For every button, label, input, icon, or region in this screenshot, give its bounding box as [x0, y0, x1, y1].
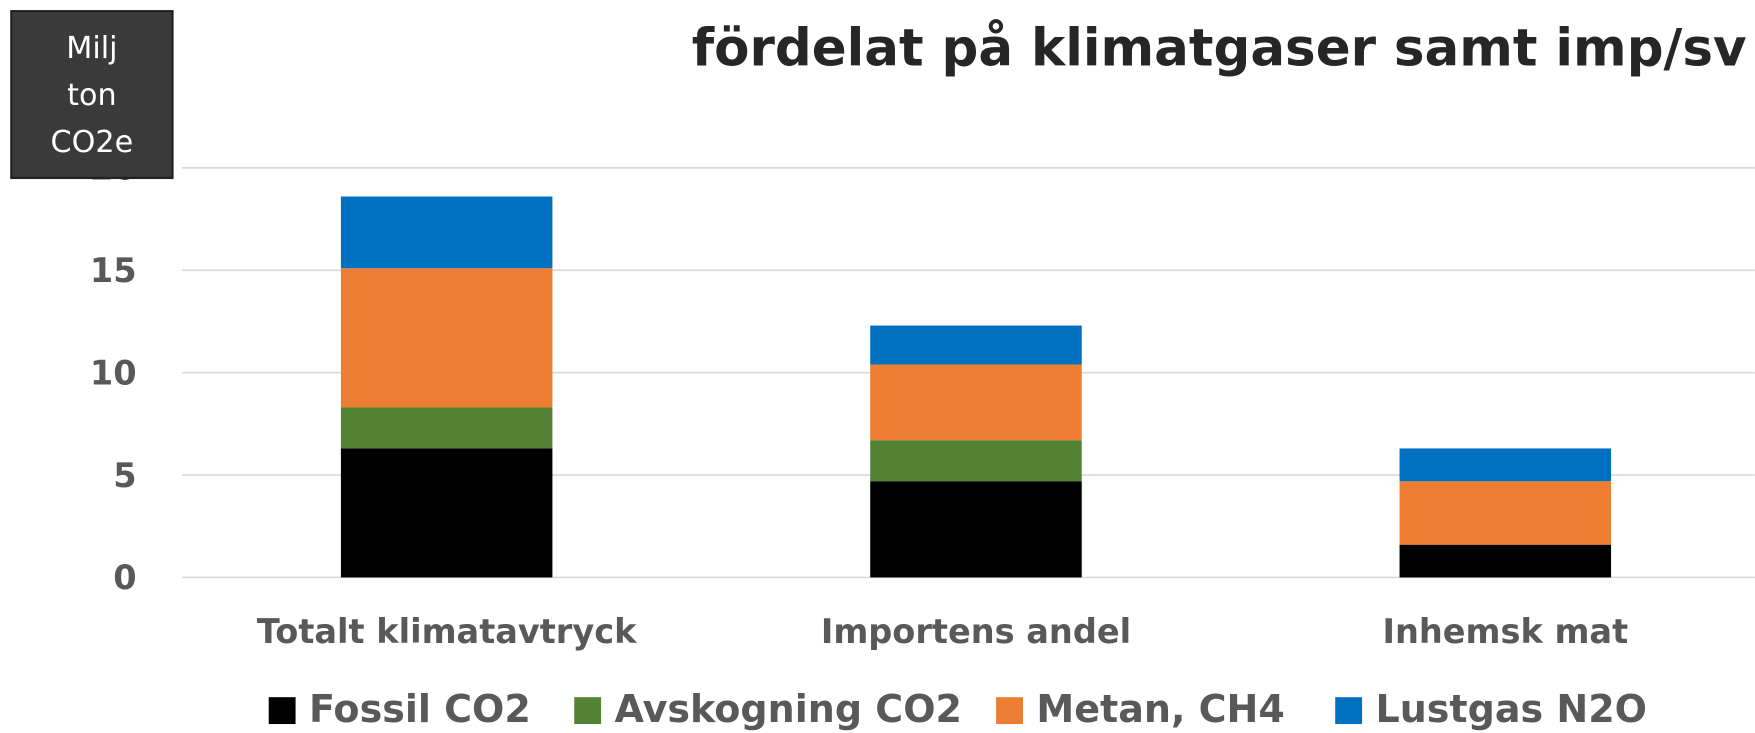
y-label-box	[10, 10, 174, 180]
legend-swatch	[574, 697, 602, 725]
y-label: Milj ton CO2e	[51, 31, 134, 160]
bar-segment	[1399, 544, 1612, 578]
bar-segment	[870, 440, 1082, 482]
legend-swatch	[996, 697, 1023, 725]
bar-segment	[870, 325, 1082, 365]
bar-segment	[340, 268, 553, 408]
bar-segment	[870, 481, 1082, 578]
y-tick-label: 15	[90, 251, 137, 290]
legend-swatch	[268, 697, 296, 725]
y-tick-label: 0	[113, 558, 136, 597]
y-label-line: Milj	[66, 31, 117, 66]
legend-label: Avskogning CO2	[615, 687, 962, 731]
y-tick-label: 10	[90, 353, 137, 392]
x-tick-label: Inhemsk mat	[1382, 612, 1628, 651]
bar-segment	[1399, 448, 1612, 482]
legend-label: Fossil CO2	[309, 687, 531, 731]
chart-title: fördelat på klimatgaser samt imp/sv	[692, 18, 1747, 78]
bar-segment	[870, 364, 1082, 441]
legend-label: Lustgas N2O	[1375, 687, 1647, 731]
bar-segment	[340, 196, 553, 269]
bar-segment	[1399, 481, 1612, 545]
y-label-line: CO2e	[51, 125, 134, 160]
x-tick-label: Totalt klimatavtryck	[257, 612, 637, 651]
x-tick-label: Importens andel	[821, 612, 1131, 651]
legend-label: Metan, CH4	[1036, 687, 1284, 731]
bar-segment	[340, 448, 553, 578]
y-label-line: ton	[67, 78, 116, 113]
y-tick-label: 5	[113, 456, 136, 495]
legend-swatch	[1335, 697, 1363, 725]
bar-segment	[340, 407, 553, 449]
